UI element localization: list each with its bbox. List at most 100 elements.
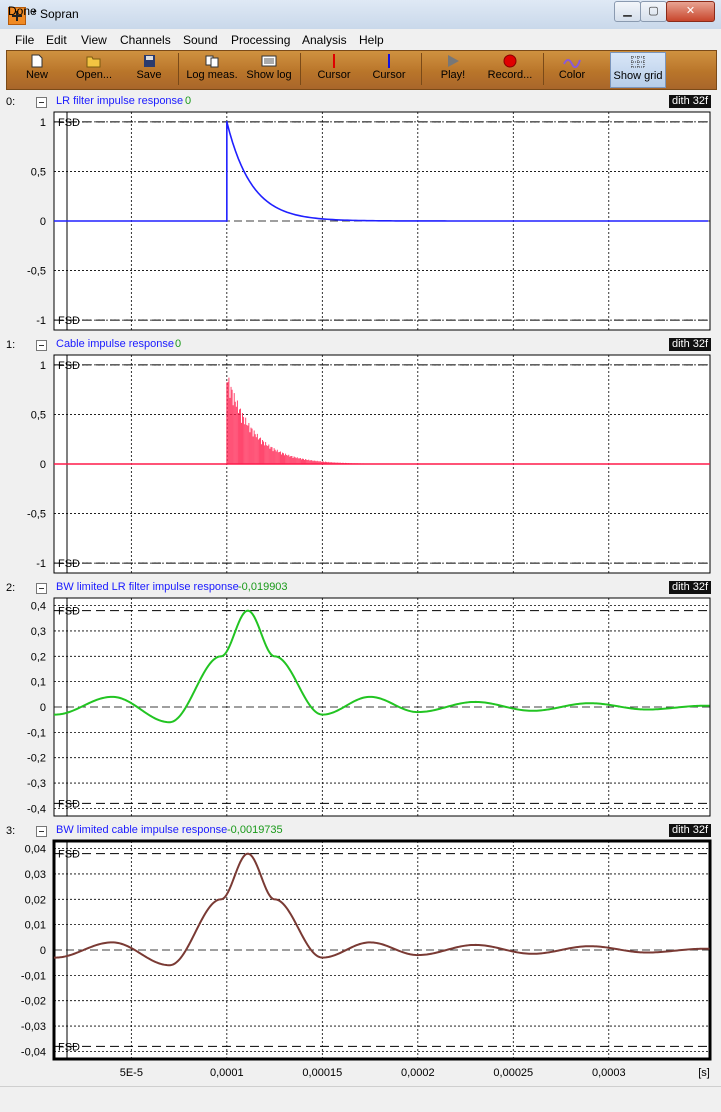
menu-analysis[interactable]: Analysis xyxy=(302,33,347,47)
toolbar-separator xyxy=(178,53,179,85)
fsd-label: FSD xyxy=(58,849,80,861)
x-tick-label: 0,00025 xyxy=(493,1067,533,1079)
y-tick-label: 0,5 xyxy=(31,166,46,178)
channel-name[interactable]: Cable impulse response xyxy=(56,338,175,350)
save-button[interactable]: Save xyxy=(130,52,168,86)
channel-header-3: 3: BW limited cable impulse response -0,… xyxy=(0,822,721,840)
fsd-label: FSD xyxy=(58,117,80,129)
minimize-button[interactable]: ▁ xyxy=(614,1,641,22)
log-measurement-icon xyxy=(205,55,219,68)
record-button[interactable]: Record... xyxy=(482,52,538,86)
plot-bw-limited-lr-filter-impulse-response[interactable]: 0,4 0,3 0,2 0,1 0 -0,1 -0,2 -0,3 -0,4 FSD FSD xyxy=(0,596,721,820)
y-tick-label: -0,3 xyxy=(27,778,46,790)
channel-header-0: 0: LR filter impulse response 0 dith 32f xyxy=(0,93,721,111)
menu-edit[interactable]: Edit xyxy=(46,33,67,47)
toolbar-separator xyxy=(421,53,422,85)
y-tick-label: 0,01 xyxy=(25,920,46,932)
blue-cursor-label: Cursor xyxy=(372,69,406,81)
dither-badge: dith 32f xyxy=(669,338,711,351)
y-tick-label: 0,3 xyxy=(31,626,46,638)
series-line xyxy=(53,852,710,967)
play-button[interactable]: Play! xyxy=(435,52,471,86)
channel-index: 1: xyxy=(6,339,16,351)
channel-name[interactable]: BW limited cable impulse response xyxy=(56,824,228,836)
y-tick-label: -0,02 xyxy=(21,996,46,1008)
grid-icon xyxy=(631,56,645,68)
y-tick-label: -0,01 xyxy=(21,970,46,982)
series-line xyxy=(54,120,709,222)
collapse-icon[interactable] xyxy=(36,826,47,837)
fsd-label: FSD xyxy=(58,606,80,618)
show-log-label: Show log xyxy=(246,69,292,81)
blue-cursor-button[interactable]: Cursor xyxy=(367,52,411,86)
show-log-icon xyxy=(261,55,277,67)
channel-index: 3: xyxy=(6,825,16,837)
menu-processing[interactable]: Processing xyxy=(231,33,291,47)
channel-cursor-value: -0,019903 xyxy=(238,581,288,593)
x-tick-label: 5E-5 xyxy=(120,1067,143,1079)
x-axis: 5E-5 0,0001 0,00015 0,0002 0,00025 0,0003 [s] xyxy=(120,1067,710,1079)
y-tick-label: 0,2 xyxy=(31,651,46,663)
menu-help[interactable]: Help xyxy=(359,33,384,47)
maximize-button[interactable]: ▢ xyxy=(640,1,667,22)
collapse-icon[interactable] xyxy=(36,340,47,351)
play-icon xyxy=(448,55,459,67)
plot-bw-limited-cable-impulse-response[interactable]: 0,04 0,03 0,02 0,01 0 -0,01 -0,02 -0,03 -0,04 FSD… xyxy=(0,839,721,1063)
channel-index: 2: xyxy=(6,582,16,594)
channel-header-2: 2: BW limited LR filter impulse response… xyxy=(0,579,721,597)
log-measurement-label: Log meas. xyxy=(186,69,238,81)
color-button[interactable]: Color xyxy=(552,52,592,86)
plot-lr-filter-impulse-response[interactable]: 1 0,5 0 -0,5 -1 FSD FSD xyxy=(0,110,721,334)
collapse-icon[interactable] xyxy=(36,583,47,594)
y-tick-label: -0,5 xyxy=(27,266,46,278)
save-disk-icon xyxy=(143,55,155,67)
y-tick-label: 0,1 xyxy=(31,677,46,689)
y-tick-label: 1 xyxy=(40,117,46,129)
menu-channels[interactable]: Channels xyxy=(120,33,171,47)
toolbar-separator xyxy=(300,53,301,85)
y-tick-label: -0,04 xyxy=(21,1046,46,1058)
menu-bar xyxy=(0,29,721,49)
plot-cable-impulse-response[interactable]: 1 0,5 0 -0,5 -1 FSD FSD xyxy=(0,353,721,577)
title-bar xyxy=(0,0,721,30)
channel-cursor-value: 0 xyxy=(175,338,182,350)
y-tick-label: 0,5 xyxy=(31,409,46,421)
color-label: Color xyxy=(558,69,586,81)
collapse-icon[interactable] xyxy=(36,97,47,108)
y-tick-label: 0 xyxy=(40,702,46,714)
y-tick-label: -0,1 xyxy=(27,727,46,739)
y-tick-label: 0 xyxy=(40,216,46,228)
new-file-icon xyxy=(31,54,43,68)
series-line xyxy=(53,609,710,724)
record-icon xyxy=(503,54,517,68)
menu-sound[interactable]: Sound xyxy=(183,33,218,47)
status-bar xyxy=(0,1086,721,1112)
channel-index: 0: xyxy=(6,96,16,108)
red-cursor-label: Cursor xyxy=(317,69,351,81)
record-label: Record... xyxy=(487,69,533,81)
show-grid-button[interactable]: Show grid xyxy=(610,52,666,88)
menu-view[interactable]: View xyxy=(81,33,107,47)
dither-badge: dith 32f xyxy=(669,581,711,594)
y-tick-label: -0,03 xyxy=(21,1021,46,1033)
open-button[interactable]: Open... xyxy=(68,52,120,86)
show-log-button[interactable]: Show log xyxy=(243,52,295,86)
new-button[interactable]: New xyxy=(17,52,57,86)
channel-name[interactable]: LR filter impulse response xyxy=(56,95,184,107)
close-button[interactable]: ✕ xyxy=(666,1,715,22)
menu-file[interactable]: File xyxy=(15,33,35,47)
log-measurement-button[interactable]: Log meas. xyxy=(183,52,241,86)
y-tick-label: 0 xyxy=(40,459,46,471)
y-tick-label: -0,2 xyxy=(27,753,46,765)
play-label: Play! xyxy=(440,69,466,81)
new-label: New xyxy=(25,69,48,81)
x-tick-label: 0,0002 xyxy=(401,1067,435,1079)
channel-name[interactable]: BW limited LR filter impulse response xyxy=(56,581,239,593)
y-tick-label: -0,5 xyxy=(27,509,46,521)
red-cursor-button[interactable]: Cursor xyxy=(312,52,356,86)
y-tick-label: 0,04 xyxy=(25,844,46,856)
y-tick-label: -1 xyxy=(36,558,46,570)
y-tick-label: 0,03 xyxy=(25,869,46,881)
show-grid-label: Show grid xyxy=(613,70,663,82)
y-tick-label: 0 xyxy=(40,945,46,957)
